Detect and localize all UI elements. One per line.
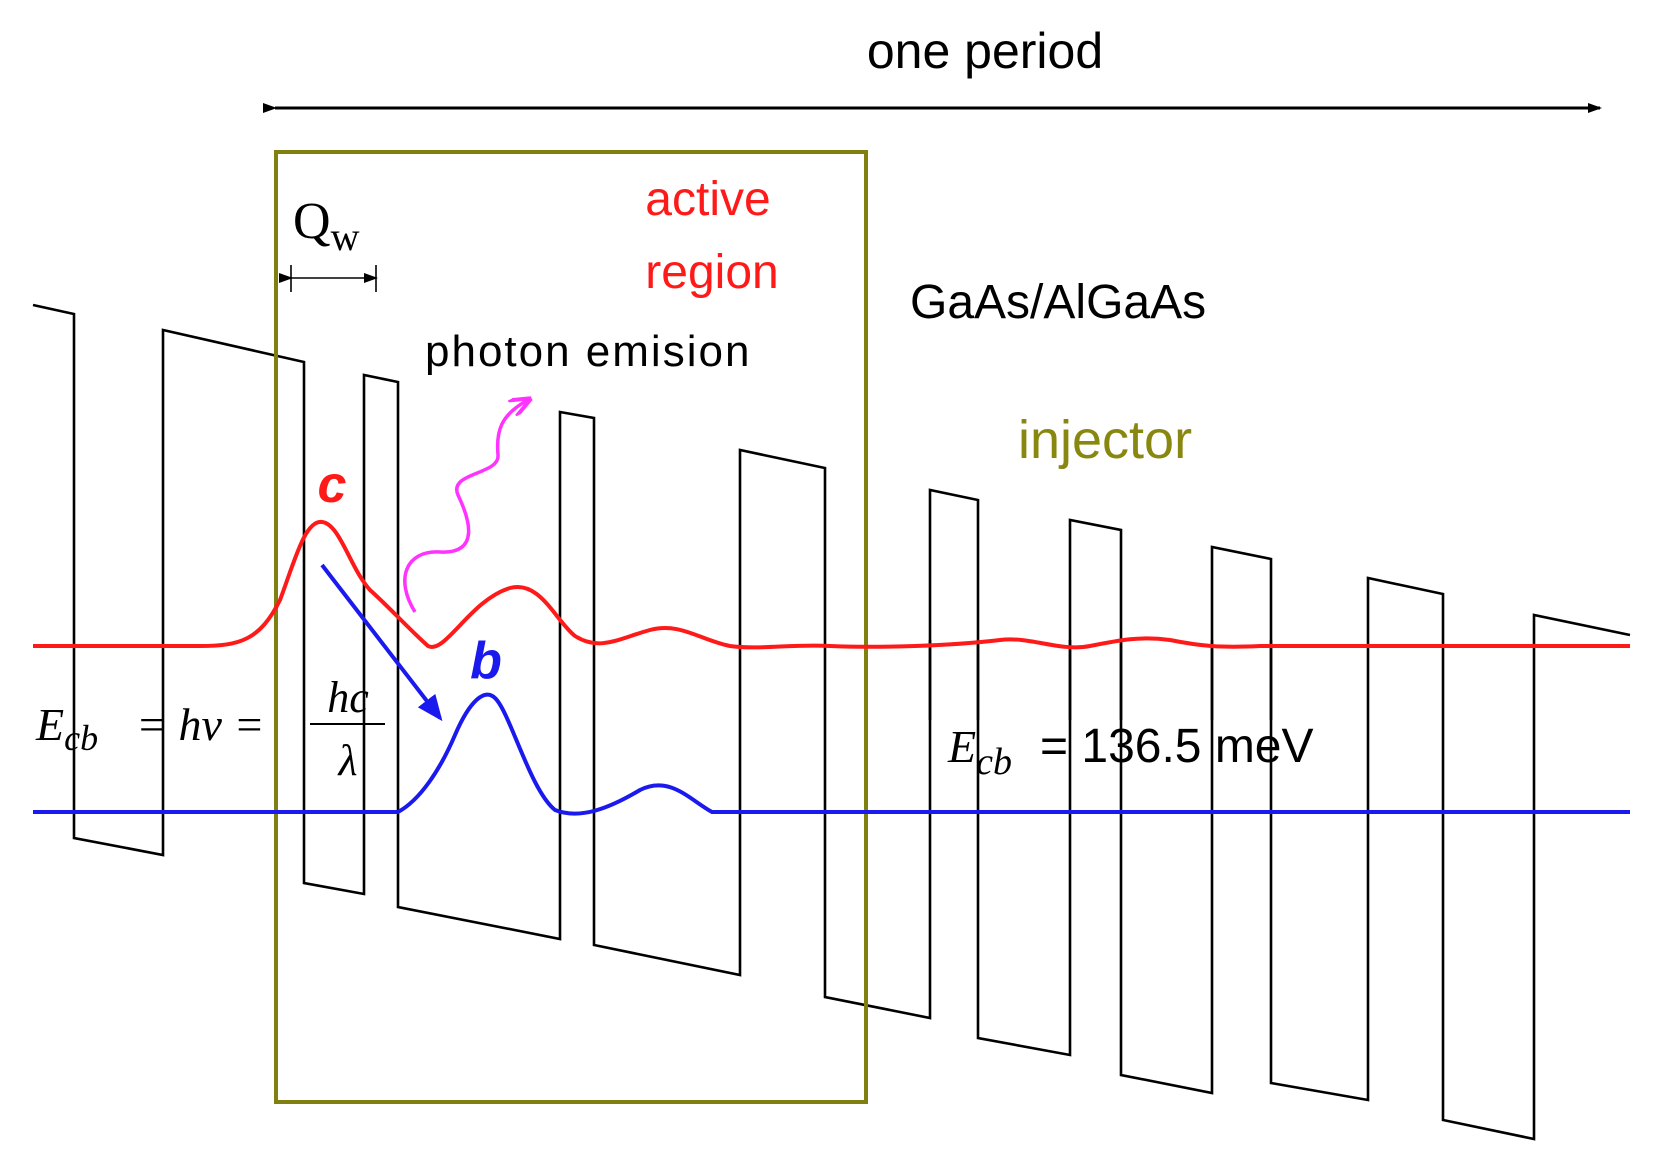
photon-energy-equation: Ecb = hν = hc λ [35,673,385,785]
injector-level-marks [928,640,1273,720]
ecb-value-label: Ecb = 136.5 meV [947,720,1314,783]
svg-text:= hν =: = hν = [136,699,265,750]
svg-text:Ecb: Ecb [35,699,98,758]
active-region-label-line2: region [645,246,778,299]
material-label: GaAs/AlGaAs [910,276,1206,329]
injector-label: injector [1018,410,1192,470]
active-region-box [274,150,868,1104]
wavefunction-b [33,692,1630,816]
state-c-label: c [318,456,347,514]
active-region-label-line1: active [645,173,770,226]
svg-text:= 136.5 meV: = 136.5 meV [1040,720,1314,773]
photon-wave-arrow [403,400,528,613]
state-b-label: b [470,632,502,690]
conduction-band-profile [32,303,1631,1141]
wavefunction-c [33,520,1630,650]
one-period-label: one period [867,23,1103,79]
svg-text:λ: λ [336,736,357,785]
transition-arrow [320,563,443,722]
svg-text:Ecb: Ecb [947,721,1012,783]
svg-text:hc: hc [327,673,369,722]
qw-label: Qw [293,193,360,259]
photon-emission-label: photon emision [425,327,751,376]
